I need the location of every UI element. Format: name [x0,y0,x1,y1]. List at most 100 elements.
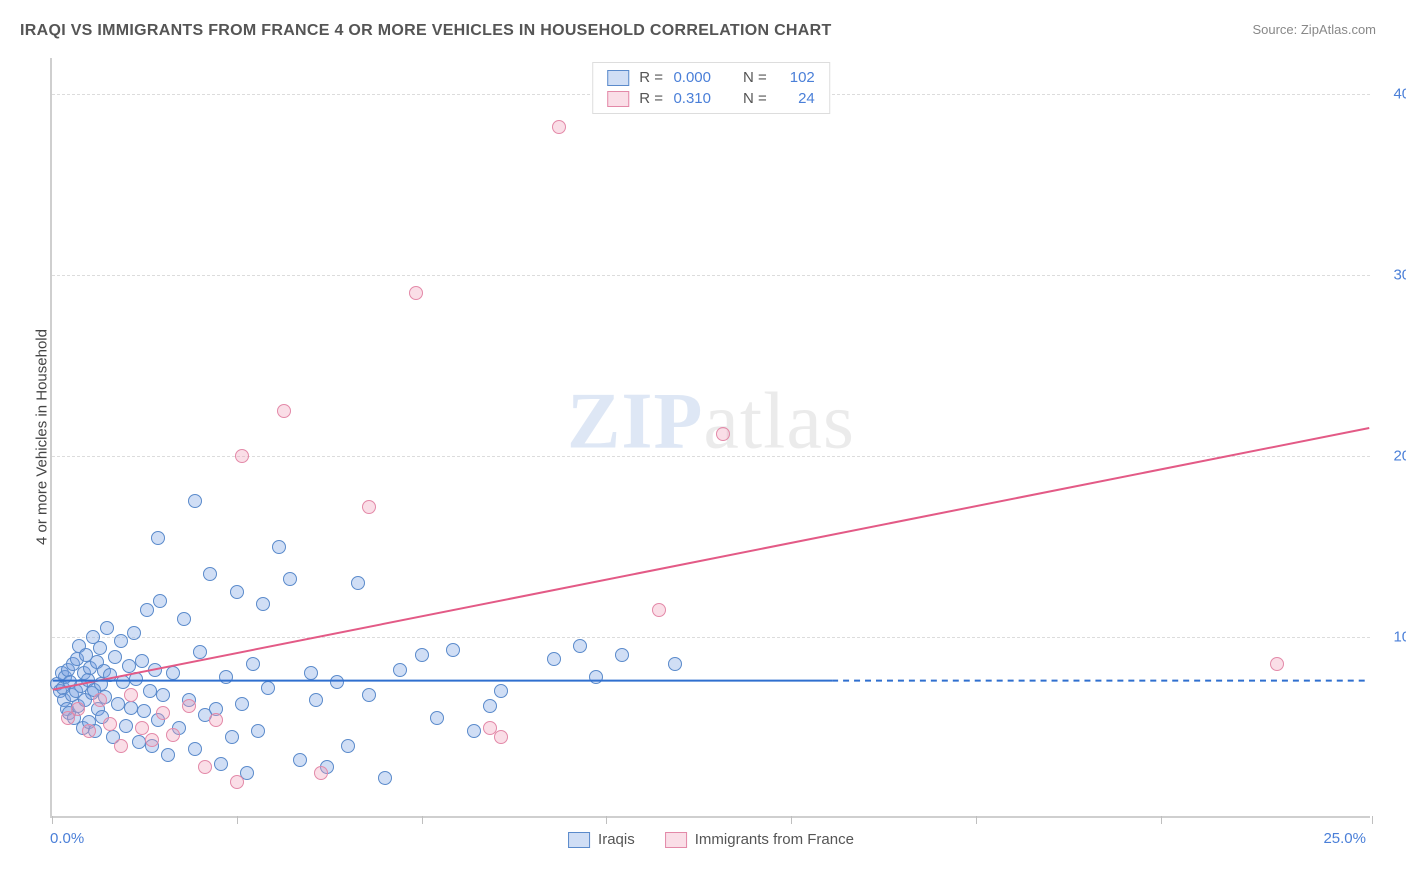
swatch-series-1 [607,70,629,86]
data-point [219,670,233,684]
data-point [430,711,444,725]
swatch-series-1-bottom [568,832,590,848]
data-point [161,748,175,762]
data-point [124,701,138,715]
data-point [93,641,107,655]
data-point [409,286,423,300]
swatch-series-2 [607,91,629,107]
data-point [103,668,117,682]
data-point [151,531,165,545]
data-point [235,697,249,711]
y-tick-label: 30.0% [1393,267,1406,284]
data-point [272,540,286,554]
scatter-points [52,58,1370,816]
legend-label-series-1: Iraqis [598,831,635,848]
legend-item-series-1: Iraqis [568,831,635,848]
series-legend: Iraqis Immigrants from France [568,831,854,848]
data-point [351,576,365,590]
x-origin-label: 0.0% [50,830,84,847]
data-point [135,654,149,668]
data-point [182,699,196,713]
data-point [668,657,682,671]
data-point [261,681,275,695]
data-point [116,675,130,689]
data-point [119,719,133,733]
data-point [124,688,138,702]
source-attribution: Source: ZipAtlas.com [1252,22,1376,37]
chart-title: IRAQI VS IMMIGRANTS FROM FRANCE 4 OR MOR… [20,22,832,40]
data-point [494,730,508,744]
data-point [129,672,143,686]
data-point [362,500,376,514]
data-point [132,735,146,749]
data-point [467,724,481,738]
data-point [82,724,96,738]
data-point [203,567,217,581]
data-point [283,572,297,586]
data-point [716,427,730,441]
data-point [293,753,307,767]
data-point [230,775,244,789]
data-point [153,594,167,608]
data-point [393,663,407,677]
data-point [143,684,157,698]
data-point [193,645,207,659]
data-point [108,650,122,664]
data-point [446,643,460,657]
data-point [135,721,149,735]
data-point [483,699,497,713]
data-point [330,675,344,689]
data-point [188,494,202,508]
data-point [277,404,291,418]
data-point [114,739,128,753]
data-point [93,693,107,707]
correlation-legend: R =0.000 N =102 R =0.310 N =24 [592,62,830,114]
data-point [378,771,392,785]
data-point [214,757,228,771]
y-axis-label: 4 or more Vehicles in Household [34,329,51,545]
data-point [100,621,114,635]
data-point [652,603,666,617]
x-max-label: 25.0% [1323,830,1366,847]
data-point [256,597,270,611]
data-point [304,666,318,680]
data-point [251,724,265,738]
data-point [230,585,244,599]
data-point [494,684,508,698]
data-point [246,657,260,671]
data-point [235,449,249,463]
data-point [145,733,159,747]
data-point [309,693,323,707]
legend-label-series-2: Immigrants from France [695,831,854,848]
data-point [114,634,128,648]
data-point [573,639,587,653]
data-point [615,648,629,662]
data-point [166,728,180,742]
data-point [156,688,170,702]
data-point [188,742,202,756]
data-point [589,670,603,684]
data-point [166,666,180,680]
data-point [122,659,136,673]
data-point [127,626,141,640]
data-point [314,766,328,780]
legend-item-series-2: Immigrants from France [665,831,854,848]
data-point [415,648,429,662]
data-point [177,612,191,626]
data-point [148,663,162,677]
data-point [341,739,355,753]
data-point [156,706,170,720]
data-point [552,120,566,134]
data-point [140,603,154,617]
data-point [71,702,85,716]
data-point [111,697,125,711]
swatch-series-2-bottom [665,832,687,848]
data-point [362,688,376,702]
y-tick-label: 40.0% [1393,86,1406,103]
legend-row-series-1: R =0.000 N =102 [607,67,815,88]
data-point [137,704,151,718]
data-point [225,730,239,744]
data-point [198,760,212,774]
y-tick-label: 10.0% [1393,629,1406,646]
data-point [103,717,117,731]
